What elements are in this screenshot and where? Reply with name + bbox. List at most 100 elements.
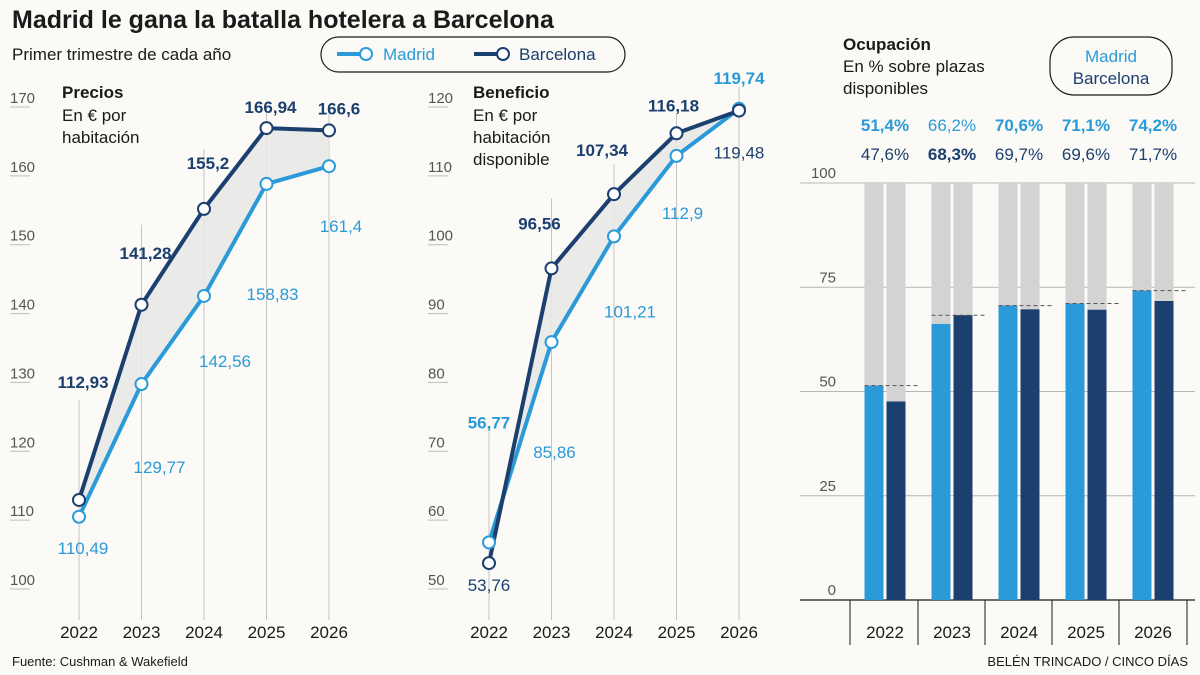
madrid-point [197,288,211,303]
barcelona-data-label: 119,48 [714,144,765,163]
barcelona-data-label: 107,34 [576,141,629,160]
barcelona-data-label: 116,18 [648,96,699,115]
barcelona-point [607,187,621,202]
precios-panel: Precios En € por habitación 100 110 120 130 140… [10,83,362,642]
barcelona-point [544,261,559,276]
beneficio-panel: Beneficio En € por habitación disponible 50 6… [428,69,765,642]
madrid-data-label: 119,74 [713,69,765,88]
subtitle: Primer trimestre de cada año [12,45,231,64]
barcelona-point [259,121,274,136]
panel-title: Ocupación [843,35,931,54]
x-tick-label: 2023 [533,623,571,642]
panel-unit-line: habitación [62,128,140,147]
x-tick-label: 2022 [470,623,508,642]
panel-title: Precios [62,83,123,102]
barcelona-data-label: 71,7% [1129,145,1177,164]
madrid-bar [998,305,1018,600]
barcelona-data-label: 166,6 [318,99,361,118]
madrid-data-label: 66,2% [928,116,976,135]
legend-madrid-label: Madrid [383,45,435,64]
y-tick-label: 0 [828,582,836,599]
madrid-bar [931,323,951,600]
y-tick-label: 50 [819,374,836,391]
legend-barcelona-marker [496,47,510,61]
source-note: Fuente: Cushman & Wakefield [12,654,188,669]
madrid-point [134,377,149,392]
barcelona-data-label: 69,6% [1062,145,1110,164]
madrid-data-label: 161,4 [320,217,363,236]
barcelona-bar [886,401,906,600]
x-tick-label: 2024 [1000,623,1038,642]
y-tick-label: 170 [10,90,35,107]
madrid-data-label: 129,77 [134,458,186,477]
panel-unit-line: habitación [473,128,551,147]
madrid-data-label: 112,9 [662,204,703,223]
y-tick-label: 100 [428,228,453,245]
madrid-bar [1132,290,1152,600]
x-tick-label: 2022 [60,623,98,642]
panel-title: Beneficio [473,83,550,102]
madrid-data-label: 70,6% [995,116,1043,135]
madrid-bar [864,385,884,600]
madrid-data-label: 85,86 [533,443,576,462]
madrid-data-label: 101,21 [604,302,656,321]
y-tick-label: 80 [428,365,445,382]
y-tick-label: 140 [10,297,35,314]
gap-area [79,128,329,517]
barcelona-point [134,297,149,312]
madrid-data-label: 56,77 [468,413,511,432]
barcelona-point [482,556,496,571]
barcelona-data-label: 166,94 [245,98,298,117]
madrid-point [322,159,336,174]
x-tick-label: 2024 [595,623,633,642]
legend-pill [320,36,626,73]
madrid-data-label: 71,1% [1062,116,1110,135]
barcelona-point [732,103,746,118]
madrid-data-label: 158,83 [247,285,299,304]
x-tick-label: 2022 [866,623,904,642]
barcelona-data-label: 69,7% [995,145,1043,164]
y-tick-label: 120 [428,90,453,107]
y-tick-label: 110 [10,503,34,520]
bar-legend-barcelona: Barcelona [1073,69,1150,88]
panel-unit-line: disponible [473,150,550,169]
x-tick-label: 2026 [1134,623,1172,642]
madrid-point [482,535,496,550]
barcelona-data-label: 141,28 [120,244,172,263]
x-tick-label: 2023 [933,623,971,642]
barcelona-data-label: 47,6% [861,145,909,164]
y-tick-label: 25 [819,478,836,495]
barcelona-bar [1087,309,1107,600]
main-title: Madrid le gana la batalla hotelera a Bar… [12,6,555,34]
madrid-point [669,148,684,163]
madrid-data-label: 51,4% [861,116,909,135]
barcelona-point [72,492,86,507]
y-tick-label: 75 [819,269,836,286]
panel-unit-line: En € por [62,106,127,125]
madrid-bar [1065,303,1085,600]
line-legend: Madrid Barcelona [320,36,626,73]
x-tick-label: 2023 [123,623,161,642]
barcelona-data-label: 53,76 [468,576,511,595]
panel-unit-line: En % sobre plazas [843,57,985,76]
y-tick-label: 50 [428,572,445,589]
y-tick-label: 90 [428,297,445,314]
ocupacion-panel: Ocupación En % sobre plazas disponibles Mad… [800,35,1195,645]
x-tick-label: 2026 [310,623,348,642]
y-tick-label: 60 [428,503,445,520]
panel-unit-line: disponibles [843,79,928,98]
x-tick-label: 2025 [658,623,696,642]
x-tick-label: 2026 [720,623,758,642]
y-tick-label: 100 [811,165,836,182]
barcelona-bar [953,315,973,600]
legend-madrid-marker [359,47,373,61]
madrid-data-label: 110,49 [58,539,109,558]
y-tick-label: 110 [428,159,452,176]
y-tick-label: 70 [428,434,445,451]
panel-unit-line: En € por [473,106,538,125]
barcelona-data-label: 68,3% [928,145,976,164]
madrid-point [259,176,274,191]
madrid-data-label: 74,2% [1129,116,1177,135]
barcelona-bar [1154,301,1174,600]
